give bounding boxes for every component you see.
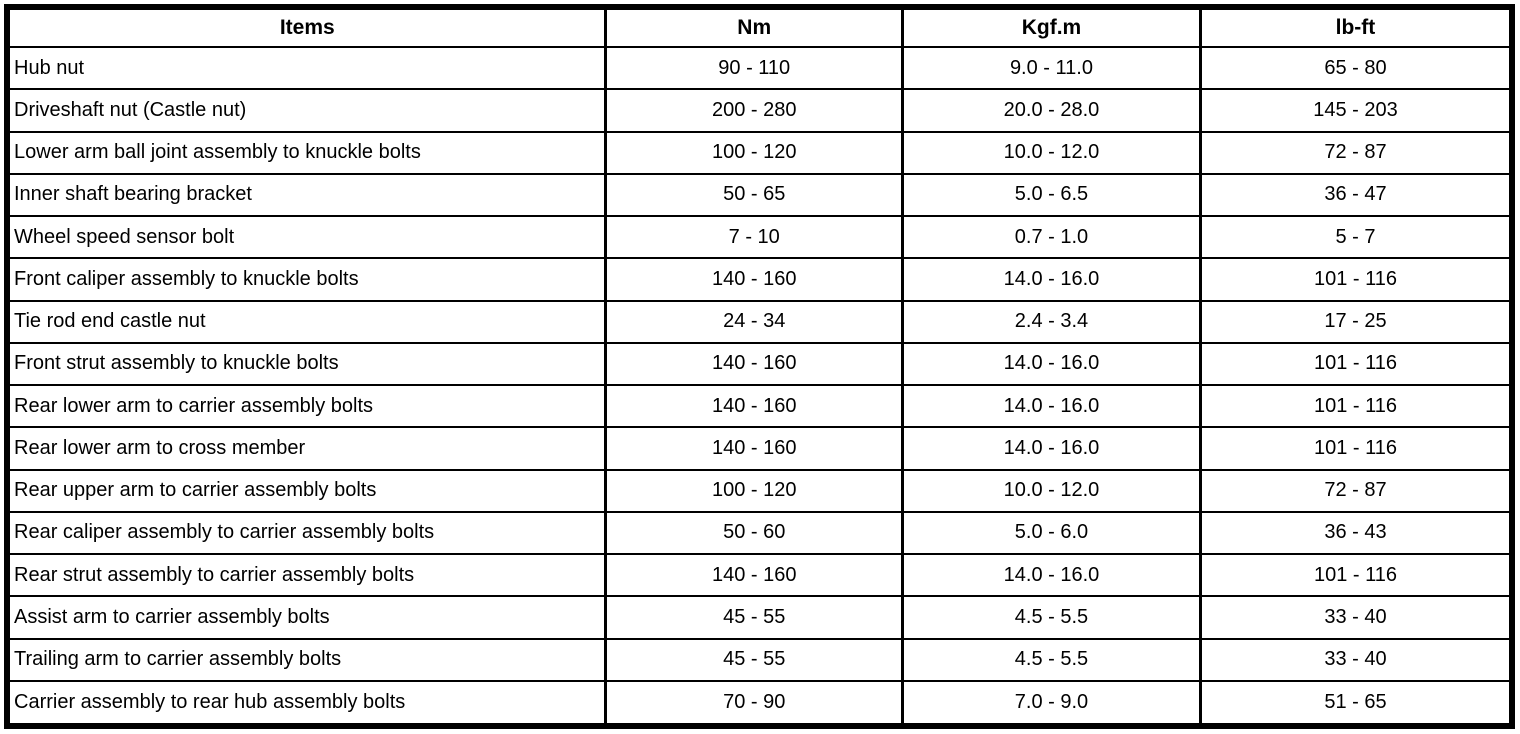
kgfm-cell: 10.0 - 12.0 <box>900 130 1202 175</box>
nm-cell: 45 - 55 <box>604 595 904 640</box>
column-header-lbft: lb-ft <box>1198 6 1514 48</box>
lbft-cell: 145 - 203 <box>1198 88 1514 133</box>
column-header-nm: Nm <box>604 6 904 48</box>
table-row: Rear strut assembly to carrier assembly … <box>5 552 1514 598</box>
table-row: Carrier assembly to rear hub assembly bo… <box>5 679 1514 728</box>
item-cell: Driveshaft nut (Castle nut) <box>5 88 608 133</box>
nm-cell: 24 - 34 <box>604 299 904 344</box>
lbft-cell: 72 - 87 <box>1198 130 1514 175</box>
column-header-kgfm: Kgf.m <box>900 6 1202 48</box>
table-row: Inner shaft bearing bracket 50 - 65 5.0 - … <box>5 172 1514 218</box>
table-row: Trailing arm to carrier assembly bolts 45… <box>5 637 1514 682</box>
lbft-cell: 65 - 80 <box>1198 45 1514 91</box>
kgfm-cell: 0.7 - 1.0 <box>900 214 1202 260</box>
table-row: Rear lower arm to cross member 140 - 160 1… <box>5 426 1514 471</box>
kgfm-cell: 14.0 - 16.0 <box>900 383 1202 429</box>
table-row: Hub nut 90 - 110 9.0 - 11.0 65 - 80 <box>5 45 1514 91</box>
lbft-cell: 101 - 116 <box>1198 552 1514 598</box>
item-cell: Rear strut assembly to carrier assembly … <box>5 552 608 598</box>
kgfm-cell: 14.0 - 16.0 <box>900 341 1202 387</box>
kgfm-cell: 10.0 - 12.0 <box>900 468 1202 513</box>
table-row: Rear caliper assembly to carrier assembl… <box>5 510 1514 556</box>
lbft-cell: 72 - 87 <box>1198 468 1514 513</box>
table-header-row: Items Nm Kgf.m lb-ft <box>5 6 1514 48</box>
item-cell: Trailing arm to carrier assembly bolts <box>5 637 608 682</box>
kgfm-cell: 14.0 - 16.0 <box>900 426 1202 471</box>
kgfm-cell: 9.0 - 11.0 <box>900 45 1202 91</box>
item-cell: Front strut assembly to knuckle bolts <box>5 341 608 387</box>
nm-cell: 140 - 160 <box>604 341 904 387</box>
nm-cell: 140 - 160 <box>604 426 904 471</box>
lbft-cell: 17 - 25 <box>1198 299 1514 344</box>
kgfm-cell: 7.0 - 9.0 <box>900 679 1202 728</box>
item-cell: Rear upper arm to carrier assembly bolts <box>5 468 608 513</box>
kgfm-cell: 14.0 - 16.0 <box>900 552 1202 598</box>
table-row: Driveshaft nut (Castle nut) 200 - 280 20.0… <box>5 88 1514 133</box>
item-cell: Hub nut <box>5 45 608 91</box>
table-row: Front caliper assembly to knuckle bolts 1… <box>5 257 1514 302</box>
nm-cell: 100 - 120 <box>604 468 904 513</box>
table-row: Wheel speed sensor bolt 7 - 10 0.7 - 1.0 5 … <box>5 214 1514 260</box>
nm-cell: 7 - 10 <box>604 214 904 260</box>
lbft-cell: 36 - 43 <box>1198 510 1514 556</box>
lbft-cell: 33 - 40 <box>1198 637 1514 682</box>
table-row: Front strut assembly to knuckle bolts 140… <box>5 341 1514 387</box>
kgfm-cell: 20.0 - 28.0 <box>900 88 1202 133</box>
item-cell: Rear caliper assembly to carrier assembl… <box>5 510 608 556</box>
lbft-cell: 5 - 7 <box>1198 214 1514 260</box>
nm-cell: 100 - 120 <box>604 130 904 175</box>
nm-cell: 200 - 280 <box>604 88 904 133</box>
table-row: Rear lower arm to carrier assembly bolts… <box>5 383 1514 429</box>
table-body: Hub nut 90 - 110 9.0 - 11.0 65 - 80 Drivesha… <box>5 45 1514 728</box>
nm-cell: 70 - 90 <box>604 679 904 728</box>
nm-cell: 50 - 60 <box>604 510 904 556</box>
nm-cell: 140 - 160 <box>604 257 904 302</box>
item-cell: Carrier assembly to rear hub assembly bo… <box>5 679 608 728</box>
column-header-items: Items <box>5 6 608 48</box>
kgfm-cell: 5.0 - 6.5 <box>900 172 1202 218</box>
lbft-cell: 101 - 116 <box>1198 383 1514 429</box>
nm-cell: 140 - 160 <box>604 552 904 598</box>
kgfm-cell: 4.5 - 5.5 <box>900 637 1202 682</box>
item-cell: Wheel speed sensor bolt <box>5 214 608 260</box>
lbft-cell: 101 - 116 <box>1198 257 1514 302</box>
lbft-cell: 36 - 47 <box>1198 172 1514 218</box>
item-cell: Assist arm to carrier assembly bolts <box>5 595 608 640</box>
lbft-cell: 33 - 40 <box>1198 595 1514 640</box>
table-row: Tie rod end castle nut 24 - 34 2.4 - 3.4 17… <box>5 299 1514 344</box>
kgfm-cell: 4.5 - 5.5 <box>900 595 1202 640</box>
table-row: Assist arm to carrier assembly bolts 45 -… <box>5 595 1514 640</box>
item-cell: Rear lower arm to cross member <box>5 426 608 471</box>
kgfm-cell: 14.0 - 16.0 <box>900 257 1202 302</box>
item-cell: Front caliper assembly to knuckle bolts <box>5 257 608 302</box>
lbft-cell: 51 - 65 <box>1198 679 1514 728</box>
nm-cell: 140 - 160 <box>604 383 904 429</box>
table-row: Lower arm ball joint assembly to knuckle… <box>5 130 1514 175</box>
nm-cell: 45 - 55 <box>604 637 904 682</box>
nm-cell: 50 - 65 <box>604 172 904 218</box>
item-cell: Tie rod end castle nut <box>5 299 608 344</box>
lbft-cell: 101 - 116 <box>1198 341 1514 387</box>
kgfm-cell: 2.4 - 3.4 <box>900 299 1202 344</box>
item-cell: Lower arm ball joint assembly to knuckle… <box>5 130 608 175</box>
torque-spec-table: Items Nm Kgf.m lb-ft Hub nut 90 - 110 9.0 … <box>4 4 1515 729</box>
item-cell: Inner shaft bearing bracket <box>5 172 608 218</box>
kgfm-cell: 5.0 - 6.0 <box>900 510 1202 556</box>
nm-cell: 90 - 110 <box>604 45 904 91</box>
table-row: Rear upper arm to carrier assembly bolts… <box>5 468 1514 513</box>
lbft-cell: 101 - 116 <box>1198 426 1514 471</box>
item-cell: Rear lower arm to carrier assembly bolts <box>5 383 608 429</box>
